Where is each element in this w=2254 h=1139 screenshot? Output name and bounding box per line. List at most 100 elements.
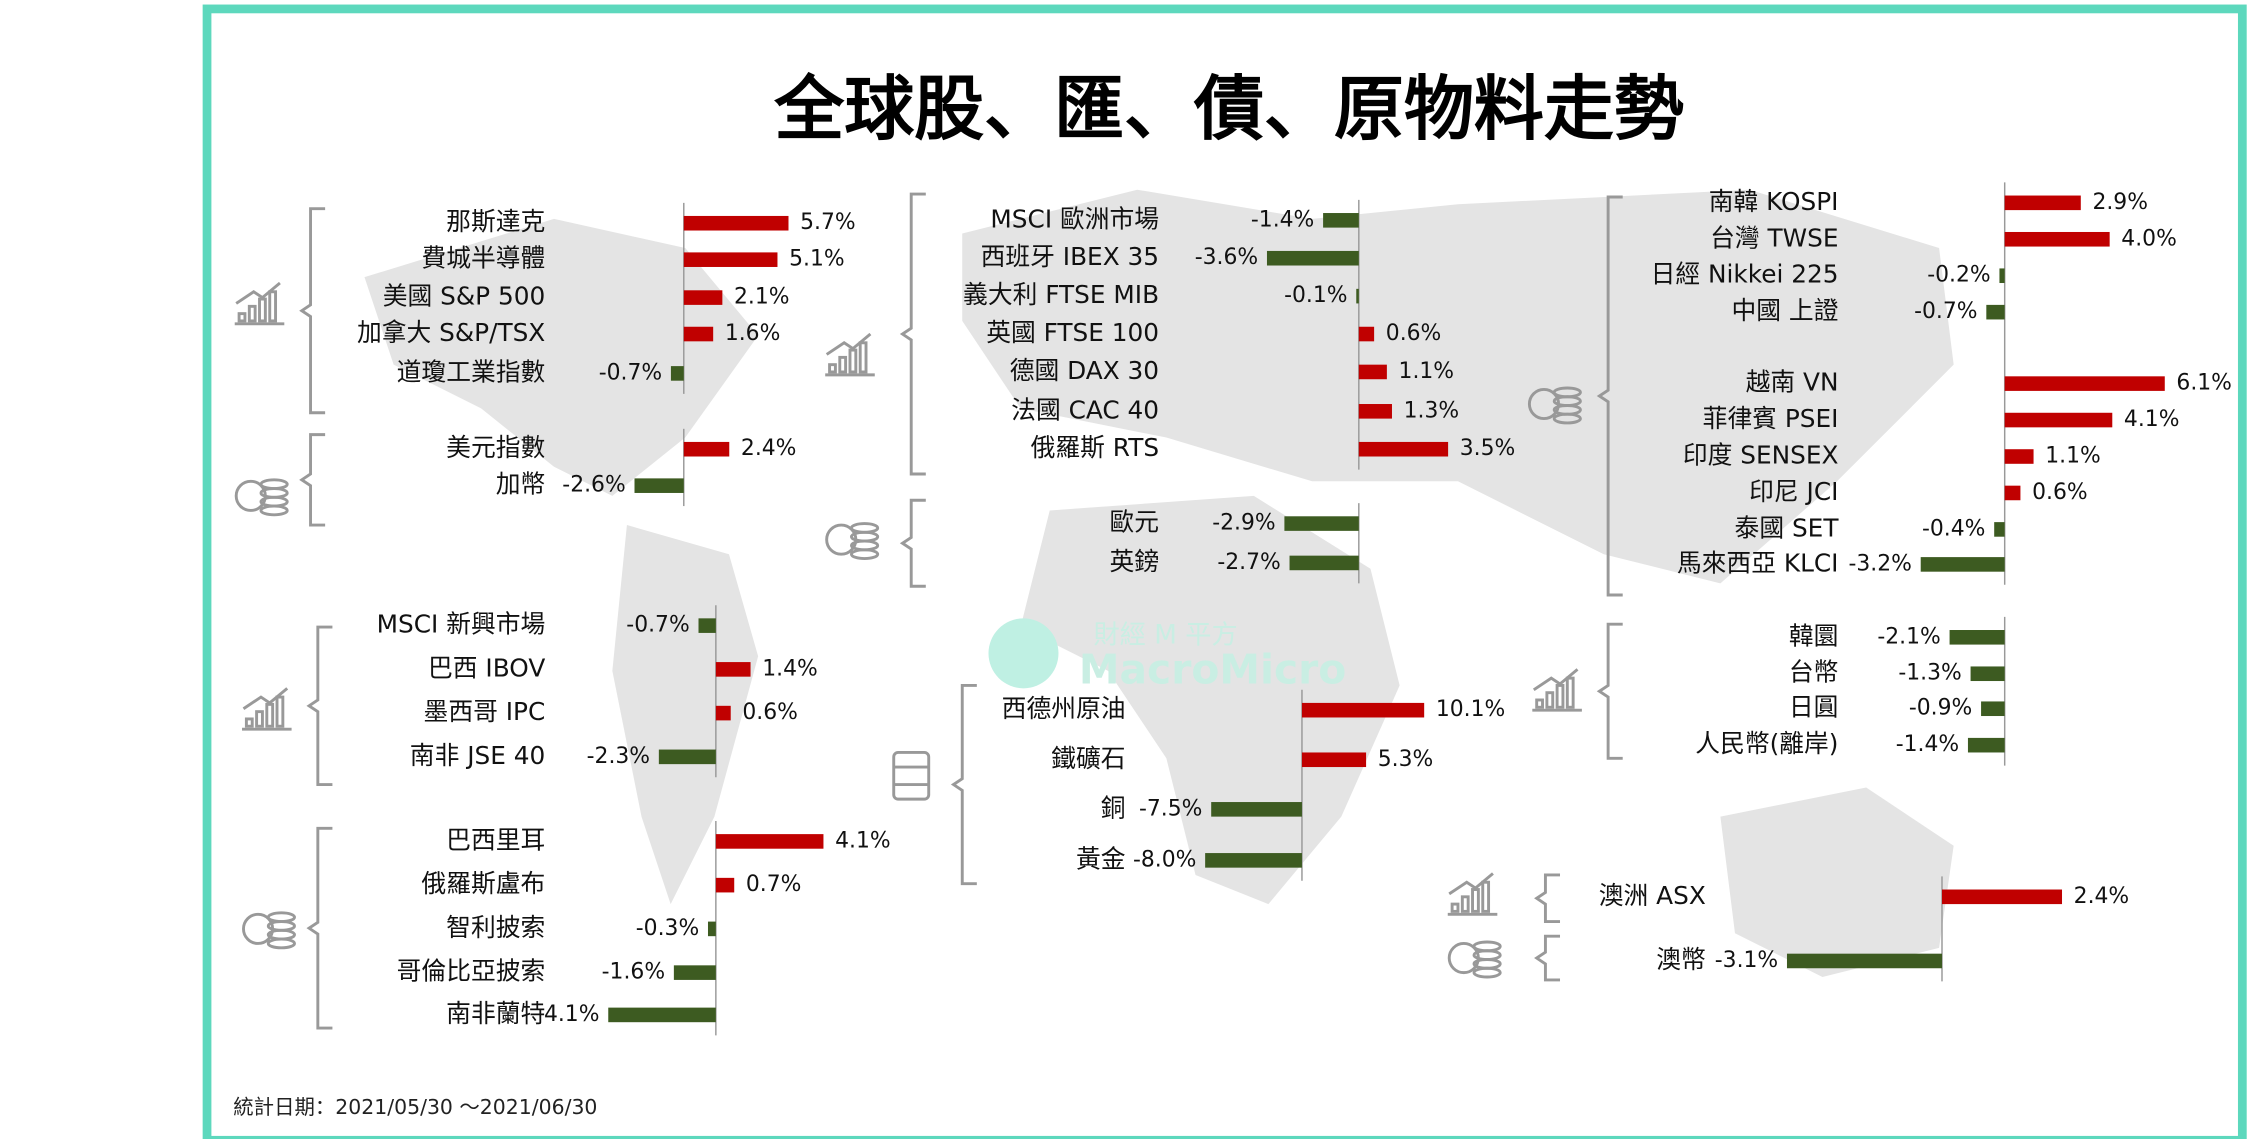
icon-bar: [1565, 676, 1575, 709]
bar: [1358, 364, 1387, 380]
bracket: [1534, 934, 1561, 982]
bar: [2004, 412, 2113, 428]
bracket: [950, 683, 977, 886]
icon-bar: [268, 290, 278, 323]
watermark-text: 財經 M 平方: [1093, 620, 1237, 650]
value-label: -2.9%: [1212, 511, 1275, 536]
value-label: 4.1%: [2124, 407, 2180, 432]
value-label: 1.1%: [2045, 444, 2101, 469]
icon-bar: [247, 304, 257, 323]
watermark: 財經 M 平方 MacroMicro: [988, 618, 1346, 693]
bar: [1211, 802, 1302, 817]
bracket: [1596, 195, 1623, 597]
category-label: 墨西哥 IPC: [424, 697, 546, 726]
icon-bar: [828, 363, 837, 374]
category-label: 韓圜: [1789, 621, 1839, 650]
bar: [2004, 485, 2021, 501]
bar: [1920, 557, 2005, 572]
value-label: -0.9%: [1909, 696, 1972, 721]
category-label: 西班牙 IBEX 35: [981, 242, 1159, 271]
bar: [1994, 522, 2005, 537]
category-label: 南非 JSE 40: [410, 741, 545, 770]
category-label: 菲律賓 PSEI: [1703, 404, 1839, 433]
value-label: 4.1%: [544, 1002, 600, 1027]
bracket: [899, 498, 926, 588]
bar: [1981, 701, 2005, 717]
category-label: 歐元: [1110, 508, 1160, 537]
value-label: 3.5%: [1460, 436, 1516, 461]
bar: [1786, 953, 1942, 969]
title: 全球股、匯、債、原物料走勢: [773, 68, 1684, 150]
value-label: -1.6%: [602, 960, 665, 985]
bar: [2004, 376, 2165, 391]
bar: [1358, 404, 1392, 419]
bar: [634, 478, 684, 493]
bracket: [899, 192, 926, 476]
bar: [1358, 326, 1375, 342]
category-label: 台幣: [1789, 658, 1839, 687]
icon: [1532, 668, 1582, 712]
category-label: 俄羅斯盧布: [421, 869, 545, 898]
icon-bar: [237, 312, 247, 323]
bracket: [299, 207, 326, 415]
bar: [683, 215, 789, 231]
bar: [715, 877, 735, 893]
category-label: 巴西 IBOV: [428, 653, 545, 682]
category-label: 澳幣: [1656, 945, 1706, 974]
bar: [1284, 516, 1359, 531]
bar: [1949, 630, 2005, 645]
bar: [1941, 889, 2063, 905]
bar: [673, 965, 716, 980]
value-label: -3.1%: [1715, 948, 1778, 973]
category-label: 英鎊: [1110, 547, 1160, 576]
category-label: 人民幣(離岸): [1695, 729, 1838, 758]
category-label: 德國 DAX 30: [1010, 356, 1159, 385]
bar: [683, 441, 730, 457]
watermark-logo: [988, 618, 1059, 689]
category-label: 加拿大 S&P/TSX: [357, 318, 545, 347]
bar: [707, 921, 716, 937]
bar: [715, 834, 824, 849]
value-label: -1.3%: [1898, 661, 1961, 686]
value-label: 4.1%: [835, 828, 891, 853]
bar: [698, 618, 716, 633]
icon-stack: [1472, 966, 1502, 979]
value-label: -0.2%: [1927, 263, 1990, 288]
category-label: 泰國 SET: [1735, 513, 1840, 542]
value-label: 0.6%: [1386, 321, 1442, 346]
value-label: 10.1%: [1436, 697, 1505, 722]
icon-bar: [1460, 895, 1470, 913]
watermark-text: MacroMicro: [1079, 645, 1346, 693]
icon-stack: [849, 548, 880, 561]
bracket: [299, 433, 326, 527]
value-label: -0.4%: [1922, 516, 1985, 541]
bar: [683, 290, 723, 305]
category-label: 巴西里耳: [446, 825, 545, 854]
icon: [825, 522, 880, 561]
category-label: 俄羅斯 RTS: [1031, 433, 1159, 462]
bar: [2004, 449, 2034, 464]
value-label: 2.1%: [734, 285, 790, 310]
bar: [1323, 213, 1359, 228]
icon-arrow: [242, 687, 289, 710]
icon-bar: [858, 341, 868, 374]
value-label: 0.6%: [742, 700, 798, 725]
icon: [1447, 872, 1498, 916]
icon-stack: [259, 504, 289, 517]
category-label: 中國 上證: [1732, 296, 1839, 325]
bar: [683, 326, 714, 342]
category-label: 費城半導體: [421, 244, 545, 273]
category-label: 黃金: [1076, 844, 1126, 873]
bar: [683, 252, 778, 267]
bar: [1999, 268, 2005, 284]
category-label: 智利披索: [446, 913, 545, 942]
date-note: 統計日期：2021/05/30 ～2021/06/30: [233, 1095, 597, 1119]
category-label: 哥倫比亞披索: [397, 957, 546, 986]
category-label: 日圓: [1789, 693, 1839, 722]
category-label: MSCI 歐洲市場: [990, 204, 1159, 233]
category-label: 南韓 KOSPI: [1709, 187, 1839, 216]
icon-bar: [1481, 880, 1491, 913]
bar: [658, 749, 716, 765]
category-label: MSCI 新興市場: [377, 610, 546, 639]
